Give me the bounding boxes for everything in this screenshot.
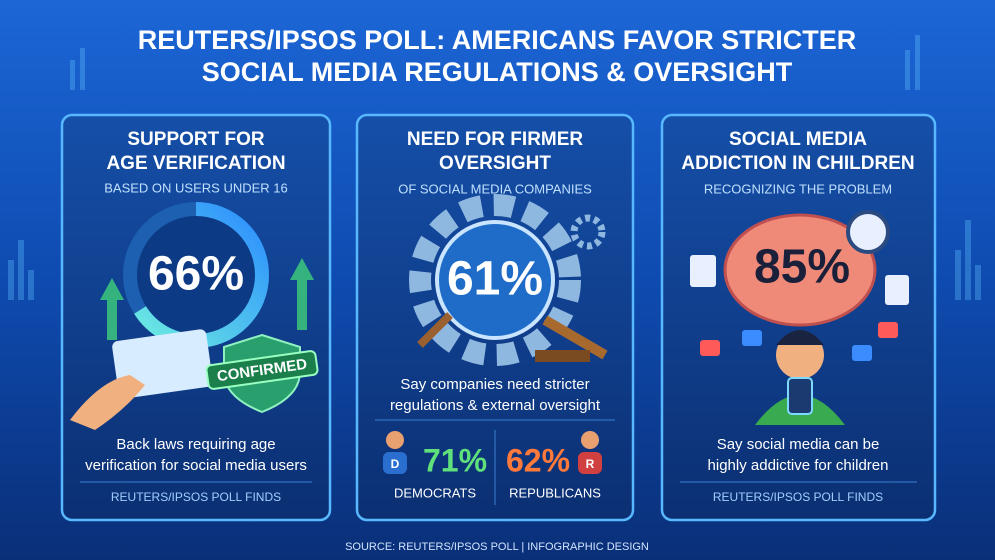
panel-footer: REUTERS/IPSOS POLL FINDS <box>111 490 281 504</box>
stat: 66% <box>148 248 244 301</box>
magnifier-handle <box>417 312 453 348</box>
description: Say companies need stricter <box>400 376 589 393</box>
breakdown-label: DEMOCRATS <box>394 485 476 500</box>
breakdown-label: REPUBLICANS <box>509 485 601 500</box>
gavel <box>542 315 608 360</box>
panel: NEED FOR FIRMER OVERSIGHT OF SOCIAL MEDI… <box>355 113 635 522</box>
title-line: SOCIAL MEDIA REGULATIONS & OVERSIGHT <box>202 57 793 87</box>
post <box>690 255 716 287</box>
post <box>885 275 909 305</box>
breakdown-stat: 71% <box>423 442 487 478</box>
person-body <box>578 452 602 474</box>
brain <box>723 213 877 327</box>
person <box>581 431 599 449</box>
description: regulations & external oversight <box>390 397 601 414</box>
panel: SUPPORT FOR AGE VERIFICATION BASED ON US… <box>60 113 332 522</box>
hand <box>70 375 145 430</box>
description: Say social media can be <box>717 436 880 453</box>
description: verification for social media users <box>85 457 307 474</box>
person-body <box>383 452 407 474</box>
decor-bars <box>8 35 981 300</box>
clock <box>846 210 890 254</box>
stat: 85% <box>754 241 850 294</box>
stat: 61% <box>447 253 543 306</box>
panel-title: ADDICTION IN CHILDREN <box>681 153 914 174</box>
phone <box>787 377 813 415</box>
panel-title: AGE VERIFICATION <box>106 153 285 174</box>
small-gear <box>570 214 606 250</box>
panel-footer: REUTERS/IPSOS POLL FINDS <box>713 490 883 504</box>
party-badge: R <box>586 457 595 471</box>
panel-subtitle: BASED ON USERS UNDER 16 <box>104 180 288 195</box>
panel-title: NEED FOR FIRMER <box>407 129 584 150</box>
breakdown-stat: 62% <box>506 442 570 478</box>
panel-title: SUPPORT FOR <box>127 129 265 150</box>
panel-title: SOCIAL MEDIA <box>729 129 867 150</box>
like-bubble <box>742 330 762 346</box>
panel: SOCIAL MEDIA ADDICTION IN CHILDREN RECOG… <box>660 113 937 522</box>
person <box>386 431 404 449</box>
badge <box>205 350 319 390</box>
gear <box>409 194 581 366</box>
panel-title: OVERSIGHT <box>439 153 551 174</box>
like-bubble <box>852 345 872 361</box>
child-hair <box>776 330 824 345</box>
gavel-base <box>535 350 590 362</box>
source: SOURCE: REUTERS/IPSOS POLL | INFOGRAPHIC… <box>345 541 649 553</box>
description: Back laws requiring age <box>116 436 275 453</box>
panel-subtitle: RECOGNIZING THE PROBLEM <box>704 181 892 196</box>
panel-subtitle: OF SOCIAL MEDIA COMPANIES <box>398 181 592 196</box>
title-line: REUTERS/IPSOS POLL: AMERICANS FAVOR STRI… <box>138 25 857 55</box>
gear-core <box>435 220 555 340</box>
like-bubble <box>700 340 720 356</box>
party-badge: D <box>391 457 400 471</box>
description: highly addictive for children <box>708 457 889 474</box>
like-bubble <box>878 322 898 338</box>
